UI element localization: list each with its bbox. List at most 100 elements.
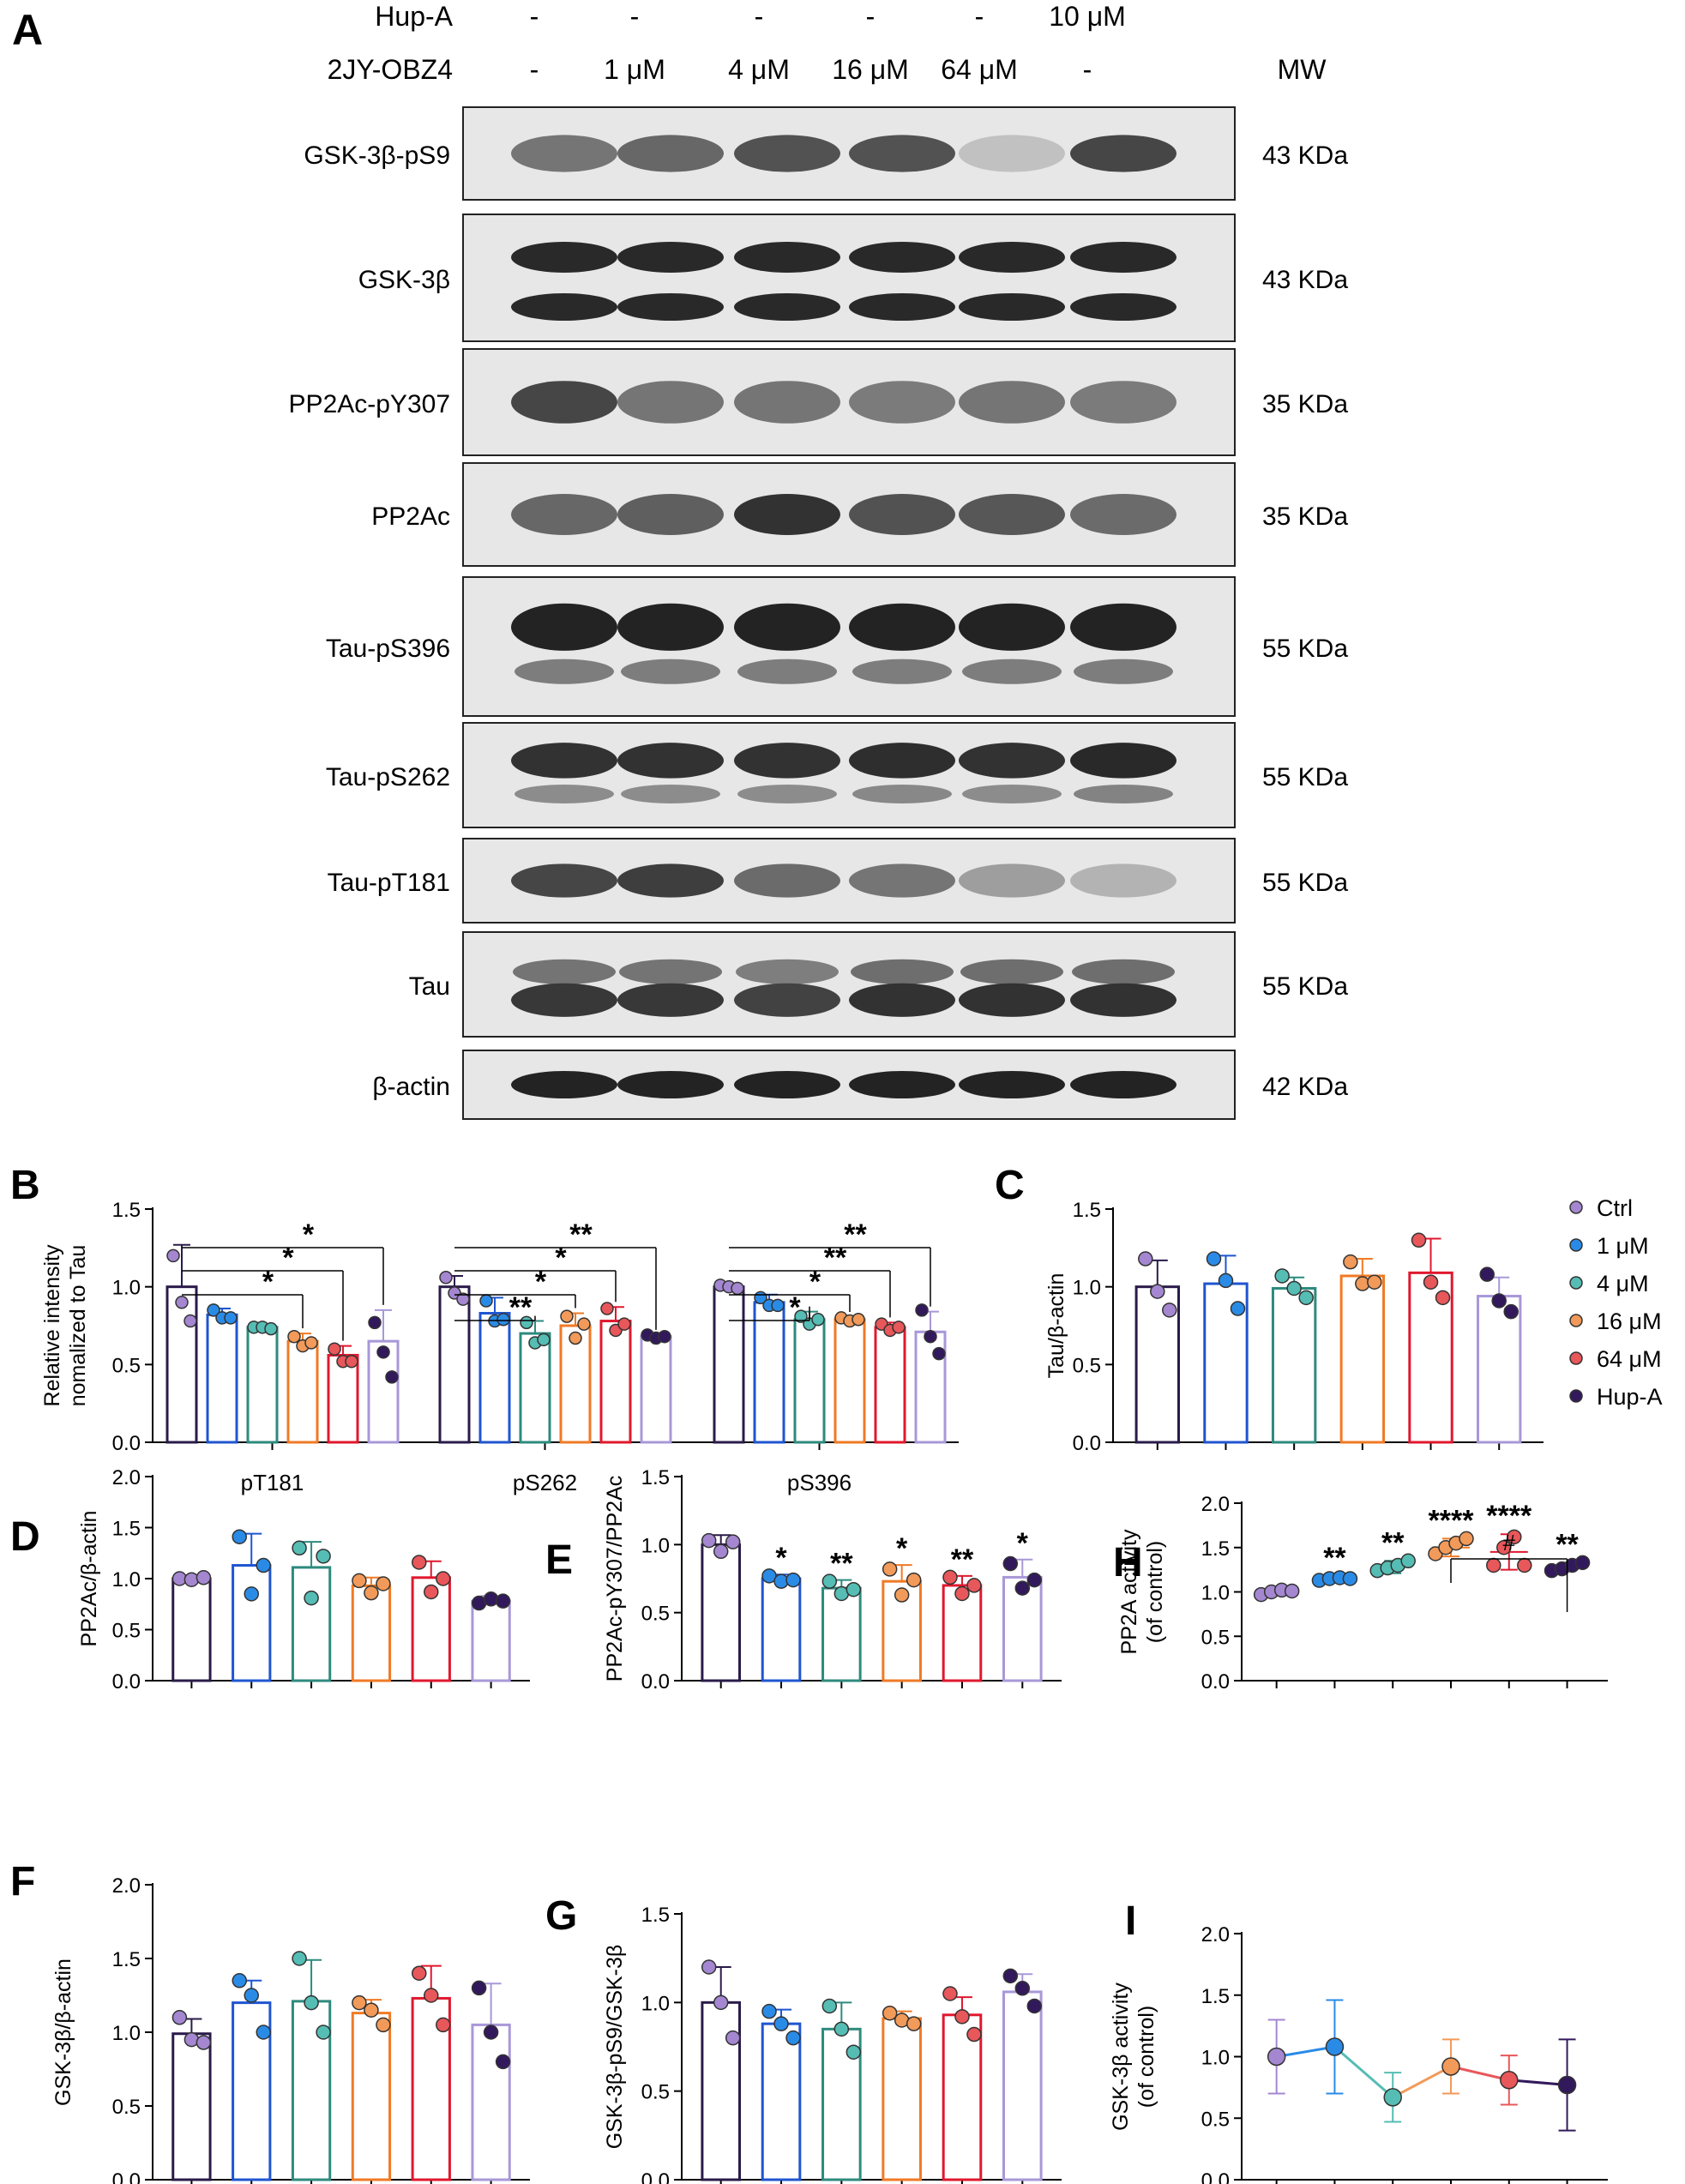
blot-mw: 42 KDa — [1262, 1073, 1348, 1101]
drug-value: 4 μM — [728, 54, 790, 85]
data-point — [352, 1994, 367, 2011]
data-point — [232, 1973, 247, 1988]
significance-star: ** — [509, 1291, 533, 1324]
legend-marker — [1569, 1200, 1583, 1214]
data-point — [1383, 2088, 1402, 2107]
blot-band — [734, 983, 840, 1017]
data-point — [1486, 1557, 1501, 1573]
blot-strips: GSK-3β-pS9 43 KDa GSK-3β 43 KDa PP2Ac-pY307 3… — [289, 106, 1348, 1120]
data-point — [833, 2021, 850, 2037]
data-point — [479, 1294, 493, 1308]
data-point — [906, 2016, 922, 2031]
data-point — [1325, 2037, 1345, 2056]
data-point — [794, 1309, 808, 1323]
data-point — [617, 1317, 631, 1331]
blot-band — [849, 603, 955, 651]
bar — [882, 2017, 922, 2181]
y-tick-label: 0.5 — [1201, 1626, 1230, 1649]
data-point — [773, 2016, 789, 2031]
blot-band — [1070, 1071, 1176, 1098]
data-point — [424, 1988, 439, 2003]
data-point — [1500, 2071, 1519, 2090]
y-tick-label: 1.5 — [1201, 1537, 1230, 1561]
data-point — [882, 1561, 898, 1577]
data-point — [894, 1587, 910, 1603]
legend-marker — [1569, 1238, 1583, 1252]
blot-band — [515, 659, 614, 684]
y-axis-label: GSK-3β-pS9/GSK-3β — [603, 1945, 627, 2150]
legend-marker — [1569, 1314, 1583, 1327]
y-axis-label: Relative intensity — [40, 1244, 64, 1406]
blot-band — [513, 959, 616, 984]
y-tick-label: 2.0 — [112, 1466, 141, 1489]
data-point — [292, 1540, 307, 1556]
blot-band — [621, 784, 720, 803]
bar — [1002, 1990, 1043, 2181]
blot-band — [511, 983, 617, 1017]
blot-mw: 35 KDa — [1262, 390, 1348, 418]
blot-band — [1070, 603, 1176, 651]
hupa-value: - — [866, 1, 876, 32]
data-point — [1441, 2057, 1460, 2076]
data-point — [364, 1585, 379, 1601]
data-point — [436, 2017, 451, 2033]
blot-band — [734, 743, 840, 779]
chart-panel-d: 0.0 0.5 1.0 1.5 2.0 PP2Ac/β-actin D — [10, 1466, 530, 1694]
data-point — [785, 1572, 801, 1588]
data-point — [207, 1303, 220, 1317]
legend: Ctrl 1 μM 4 μM 16 μM 64 μM Hup-A — [1569, 1195, 1663, 1410]
blot-label: PP2Ac-pY307 — [289, 390, 450, 418]
series-line — [1276, 2045, 1335, 2058]
drug-value: - — [1083, 54, 1092, 85]
bar — [232, 1564, 272, 1682]
series-line — [1450, 2065, 1510, 2082]
blot-band — [962, 784, 1062, 803]
y-tick-label: 1.5 — [641, 1466, 670, 1489]
y-tick-label: 0.5 — [641, 1603, 670, 1626]
data-point — [701, 1532, 717, 1549]
row-label-hupa: Hup-A — [375, 1, 453, 32]
blot-band — [511, 603, 617, 651]
blot-band — [849, 242, 955, 273]
data-point — [1342, 1571, 1358, 1586]
chart-panel-b: 0.0 0.5 1.0 1.5 Relative intensity nomalized … — [10, 1163, 959, 1495]
chart-panel-h: 0.0 0.5 1.0 1.5 2.0 PP2A activity (of control)… — [1113, 1493, 1608, 1694]
blot-band — [959, 863, 1065, 898]
blot-label: Tau — [409, 972, 450, 1001]
data-point — [364, 2002, 379, 2018]
significance-star: **** — [1486, 1500, 1532, 1532]
data-point — [932, 1346, 946, 1361]
blot-mw: 43 KDa — [1262, 141, 1348, 170]
blot-band — [959, 603, 1065, 651]
significance-star: * — [809, 1266, 821, 1298]
data-point — [966, 2026, 982, 2043]
y-tick-label: 0.5 — [1201, 2108, 1230, 2131]
data-point — [701, 1959, 717, 1975]
data-point — [1517, 1557, 1532, 1573]
significance-star: ** — [1323, 1542, 1346, 1574]
bar — [599, 1320, 632, 1444]
blot-band — [619, 959, 722, 984]
data-point — [852, 1312, 865, 1327]
data-point — [1002, 1555, 1019, 1572]
data-point — [412, 1555, 427, 1570]
blot-band — [1074, 784, 1173, 803]
category-label: pS262 — [513, 1470, 577, 1495]
blot-band — [617, 603, 724, 651]
data-point — [264, 1321, 278, 1336]
series-line — [1392, 2065, 1452, 2099]
blot-band — [734, 603, 840, 651]
significance-star: ** — [569, 1218, 593, 1251]
y-axis-label: PP2Ac-pY307/PP2Ac — [603, 1476, 627, 1682]
bar — [172, 2032, 212, 2181]
series-line — [1508, 2079, 1568, 2086]
data-point — [495, 1593, 511, 1609]
data-point — [256, 1557, 271, 1573]
data-point — [1150, 1284, 1165, 1299]
y-tick-label: 0.5 — [1073, 1354, 1101, 1377]
blot-mw: 55 KDa — [1262, 972, 1348, 1001]
blot-band — [617, 242, 724, 273]
data-point — [906, 1572, 922, 1588]
panel-letter: F — [10, 1859, 35, 1904]
blot-mw: 55 KDa — [1262, 763, 1348, 791]
